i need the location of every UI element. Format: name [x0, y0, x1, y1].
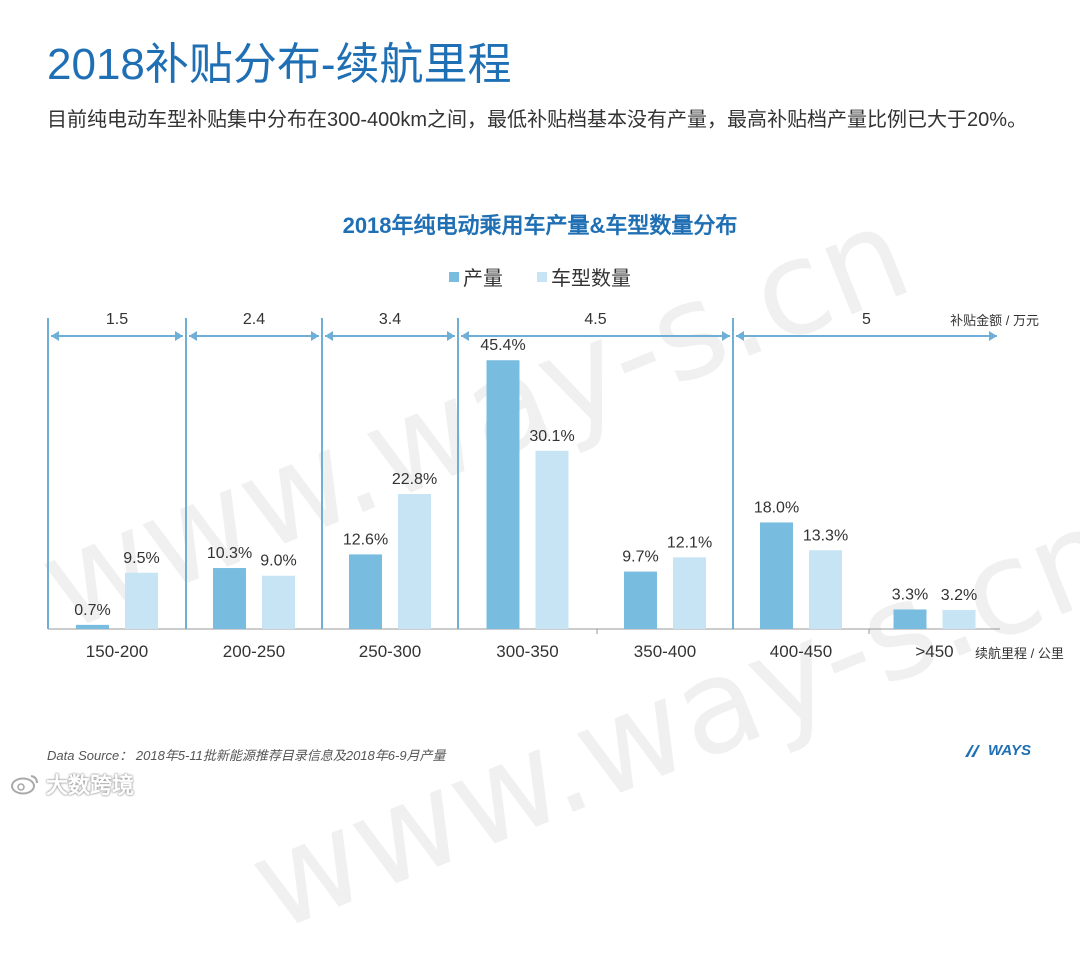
page-subtitle: 目前纯电动车型补贴集中分布在300-400km之间，最低补贴档基本没有产量，最高… — [47, 109, 1028, 131]
data-label: 3.2% — [941, 587, 977, 604]
data-label: 12.6% — [343, 531, 388, 548]
legend-label-models: 车型数量 — [551, 268, 631, 290]
brand-logo: WAYS — [963, 742, 1031, 759]
subsidy-band-arrowhead-left — [736, 331, 744, 341]
data-label: 9.5% — [123, 550, 159, 567]
subsidy-band-label: 5 — [862, 311, 871, 328]
x-tick-label: >450 — [915, 642, 953, 661]
corner-watermark-text: 大数跨境 — [46, 773, 135, 798]
bar-models — [262, 575, 295, 629]
bar-models — [809, 550, 842, 629]
data-label: 9.0% — [260, 553, 296, 570]
x-tick-label: 250-300 — [359, 642, 421, 661]
corner-watermark: 大数跨境 — [10, 768, 134, 800]
subsidy-band-arrowhead-left — [189, 331, 197, 341]
subsidy-unit-label: 补贴金额 / 万元 — [950, 313, 1039, 328]
x-tick-label: 400-450 — [770, 642, 832, 661]
bar-models — [673, 557, 706, 629]
subsidy-band-arrowhead-right — [722, 331, 730, 341]
bar-models — [398, 494, 431, 629]
subsidy-band-label: 2.4 — [243, 311, 265, 328]
legend-swatch-production — [449, 271, 459, 282]
weibo-icon — [11, 775, 38, 795]
subsidy-band-arrowhead-left — [325, 331, 333, 341]
legend-item-production: 产量 — [449, 262, 503, 291]
bar-production — [893, 609, 927, 629]
bar-models — [125, 572, 158, 629]
bar-production — [486, 360, 520, 629]
x-tick-label: 350-400 — [634, 642, 696, 661]
subsidy-band-arrowhead-right — [311, 331, 319, 341]
x-tick-label: 300-350 — [496, 642, 558, 661]
bar-production — [760, 522, 793, 629]
bar-production — [76, 624, 109, 629]
page-title: 2018补贴分布-续航里程 — [47, 40, 512, 89]
data-label: 30.1% — [529, 428, 574, 445]
data-label: 0.7% — [74, 602, 110, 619]
bar-models — [942, 610, 976, 629]
subsidy-band-arrowhead-right — [989, 331, 997, 341]
data-label: 18.0% — [754, 499, 799, 516]
legend-item-models: 车型数量 — [537, 262, 631, 291]
data-label: 3.3% — [892, 586, 928, 603]
chart-title: 2018年纯电动乘用车产量&车型数量分布 — [342, 213, 738, 238]
bar-chart: 150-200 200-250 250-300 300-350 350-400 400-4… — [47, 311, 1064, 661]
brand-name: WAYS — [988, 742, 1032, 759]
data-label: 10.3% — [207, 545, 252, 562]
legend-label-production: 产量 — [463, 268, 503, 290]
subsidy-band-arrowhead-right — [175, 331, 183, 341]
ways-logo-icon — [965, 744, 980, 757]
data-label: 13.3% — [803, 527, 848, 544]
subsidy-band-arrowhead-left — [461, 331, 469, 341]
bar-production — [349, 554, 382, 629]
data-source-note: Data Source： 2018年5-11批新能源推荐目录信息及2018年6-… — [47, 748, 446, 763]
subsidy-band-label: 3.4 — [379, 311, 401, 328]
chart-legend: 产量 车型数量 — [0, 262, 1080, 291]
legend-swatch-models — [537, 271, 547, 282]
subsidy-band-label: 4.5 — [584, 311, 606, 328]
data-label: 45.4% — [480, 337, 525, 354]
bar-models — [535, 450, 569, 629]
data-label: 22.8% — [392, 471, 437, 488]
subsidy-band-label: 1.5 — [106, 311, 128, 328]
data-label: 9.7% — [622, 549, 658, 566]
x-tick-label: 150-200 — [86, 642, 148, 661]
x-axis-unit-label: 续航里程 / 公里 — [975, 646, 1064, 661]
bar-production — [624, 571, 657, 629]
bar-production — [213, 568, 246, 629]
x-tick-label: 200-250 — [223, 642, 285, 661]
data-label: 12.1% — [667, 534, 712, 551]
subsidy-band-arrowhead-left — [51, 331, 59, 341]
subsidy-band-arrowhead-right — [447, 331, 455, 341]
